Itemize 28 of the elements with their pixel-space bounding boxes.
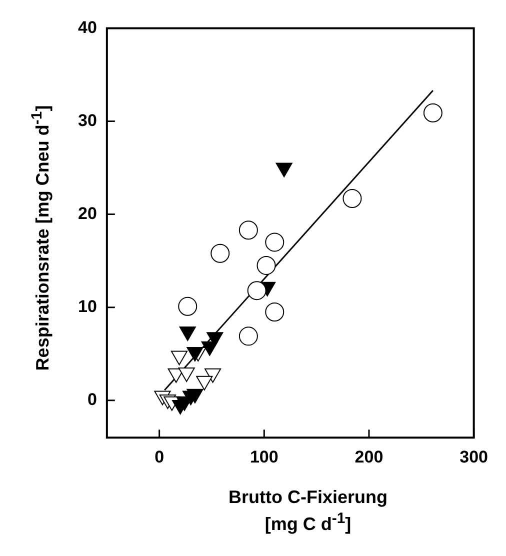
point — [342, 188, 362, 208]
point — [186, 347, 204, 362]
point — [265, 302, 284, 322]
y-tick-label: 20 — [78, 204, 97, 223]
point — [423, 103, 442, 122]
x-tick-label: 100 — [250, 447, 278, 466]
point — [170, 350, 188, 366]
point — [196, 376, 213, 390]
x-tick-label: 300 — [460, 447, 488, 466]
point — [201, 341, 218, 356]
x-axis-title: Brutto C-Fixierung [mg C d$^{-1}$] — [228, 486, 388, 535]
point — [179, 326, 196, 342]
y-tick-label: 40 — [78, 18, 97, 37]
point — [210, 244, 230, 263]
point — [238, 326, 258, 346]
point — [178, 367, 195, 382]
point — [238, 220, 258, 240]
point — [204, 368, 222, 383]
y-tick-label: 30 — [78, 110, 97, 130]
x-tick-label: 0 — [154, 447, 164, 466]
x-tick-label: 200 — [354, 447, 384, 466]
point — [247, 281, 266, 300]
point — [178, 296, 198, 316]
y-tick-label: 10 — [78, 297, 97, 316]
point — [265, 232, 284, 252]
point — [186, 388, 204, 404]
point — [256, 256, 276, 275]
y-tick-label: 0 — [87, 390, 97, 410]
